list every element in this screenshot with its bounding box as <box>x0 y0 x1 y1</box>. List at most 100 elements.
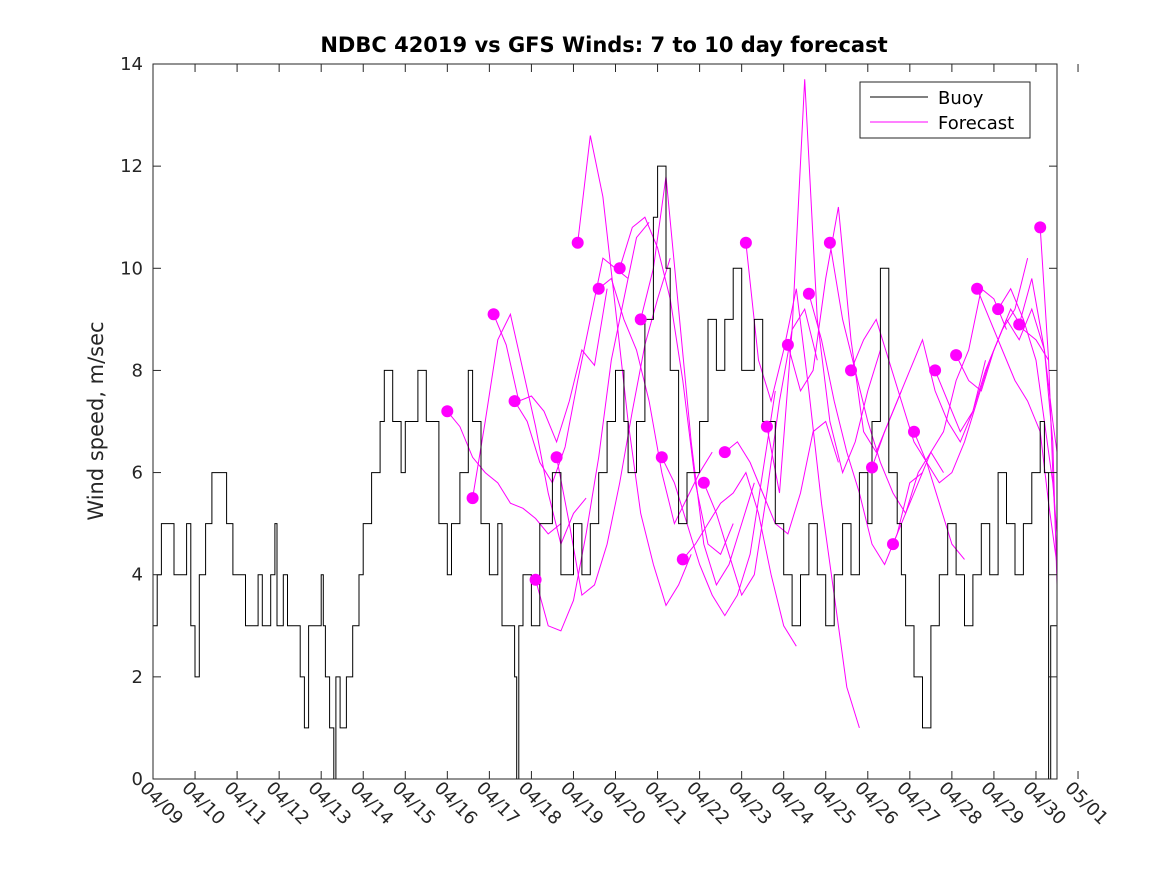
forecast-line <box>493 288 608 444</box>
forecast-line <box>976 288 1058 565</box>
forecast-line <box>934 308 1050 433</box>
x-tick-label: 04/24 <box>766 778 818 830</box>
legend: Buoy Forecast <box>859 81 1031 139</box>
forecast-marker <box>760 420 773 433</box>
x-tick-label: 04/19 <box>556 778 608 830</box>
forecast-line <box>829 242 944 515</box>
buoy-series <box>153 165 1058 780</box>
forecast-line <box>913 257 1029 484</box>
x-tick-label: 04/09 <box>135 778 187 830</box>
forecast-line <box>850 318 965 560</box>
x-tick-label: 04/11 <box>220 778 272 830</box>
x-tick-label: 04/22 <box>682 778 734 830</box>
x-tick-label: 04/15 <box>388 778 440 830</box>
forecast-marker <box>950 349 963 362</box>
forecast-marker <box>571 236 584 249</box>
forecast-marker <box>529 573 542 586</box>
forecast-line <box>577 135 692 607</box>
forecast-line <box>808 293 923 566</box>
x-tick-label: 04/18 <box>514 778 566 830</box>
x-tick-label: 04/30 <box>1018 778 1070 830</box>
forecast-marker <box>802 287 815 300</box>
forecast-line <box>598 277 713 526</box>
y-tick-label: 6 <box>132 463 143 484</box>
forecast-line <box>871 338 986 468</box>
forecast-marker <box>697 476 710 489</box>
forecast-line <box>1039 227 1058 565</box>
x-tick-label: 04/29 <box>976 778 1028 830</box>
y-tick-label: 14 <box>120 54 143 75</box>
legend-box <box>859 81 1031 139</box>
forecast-marker <box>908 425 920 438</box>
forecast-line <box>724 420 839 535</box>
x-tick-label: 04/14 <box>346 778 398 830</box>
forecast-line <box>514 257 629 484</box>
forecast-line <box>619 216 734 556</box>
x-tick-label: 04/21 <box>640 778 692 830</box>
forecast-line <box>955 307 1058 453</box>
x-tick-label: 04/27 <box>892 778 944 830</box>
forecast-series <box>446 79 1058 729</box>
x-tick-label: 04/26 <box>850 778 902 830</box>
forecast-line <box>640 176 755 587</box>
y-axis-label: Wind speed, m/sec <box>84 321 108 520</box>
y-tick-label: 8 <box>132 360 143 381</box>
y-axis: 0 2 4 6 8 10 12 14 <box>120 54 1057 790</box>
x-tick-label: 04/28 <box>934 778 986 830</box>
y-tick-label: 10 <box>120 258 143 279</box>
forecast-markers <box>441 221 1047 586</box>
buoy-line <box>153 165 1058 780</box>
forecast-marker <box>992 303 1005 316</box>
forecast-line <box>446 410 562 535</box>
forecast-marker <box>887 538 899 551</box>
forecast-marker <box>845 364 857 377</box>
forecast-marker <box>550 451 563 464</box>
forecast-line <box>703 307 818 597</box>
forecast-marker <box>508 395 521 408</box>
chart-title: NDBC 42019 vs GFS Winds: 7 to 10 day for… <box>320 33 887 57</box>
forecast-line <box>682 471 797 647</box>
forecast-marker <box>866 461 878 474</box>
forecast-marker <box>592 282 605 295</box>
legend-forecast-label: Forecast <box>938 113 1014 134</box>
forecast-line <box>1018 278 1058 585</box>
legend-buoy-label: Buoy <box>938 88 984 109</box>
forecast-line <box>556 257 671 597</box>
forecast-marker <box>441 405 454 418</box>
x-tick-label: 04/17 <box>472 778 524 830</box>
forecast-marker <box>718 446 731 459</box>
forecast-marker <box>487 308 500 321</box>
forecast-line <box>535 221 650 632</box>
y-tick-label: 2 <box>132 667 143 688</box>
forecast-marker <box>676 553 689 566</box>
forecast-marker <box>1013 318 1026 331</box>
forecast-marker <box>466 492 479 505</box>
plot-frame <box>152 63 1058 780</box>
x-tick-label: 04/20 <box>598 778 650 830</box>
y-tick-label: 0 <box>132 769 143 790</box>
y-tick-label: 4 <box>132 565 143 586</box>
x-tick-label: 04/13 <box>304 778 356 830</box>
forecast-marker <box>929 364 942 377</box>
x-tick-label: 04/12 <box>262 778 314 830</box>
forecast-line <box>472 312 587 546</box>
forecast-marker <box>613 262 626 275</box>
x-tick-label: 04/25 <box>808 778 860 830</box>
plot-background <box>153 64 1057 779</box>
y-tick-label: 12 <box>120 156 143 177</box>
x-tick-label: 05/01 <box>1060 778 1112 830</box>
forecast-line <box>745 242 860 729</box>
forecast-marker <box>823 236 836 249</box>
forecast-marker <box>781 338 794 351</box>
forecast-marker <box>1034 221 1047 234</box>
forecast-marker <box>634 313 647 326</box>
forecast-marker <box>655 451 668 464</box>
forecast-marker <box>739 236 752 249</box>
plot-area <box>152 63 1058 780</box>
forecast-line <box>661 390 776 617</box>
x-tick-label: 04/10 <box>178 778 230 830</box>
x-tick-label: 04/16 <box>430 778 482 830</box>
x-tick-label: 04/23 <box>724 778 776 830</box>
forecast-marker <box>971 282 984 295</box>
